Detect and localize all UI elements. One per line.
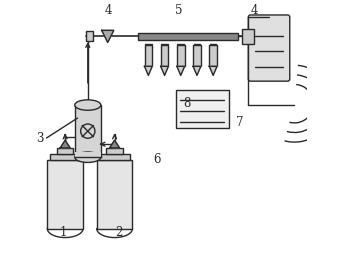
Circle shape: [81, 124, 95, 138]
Bar: [161, 45, 168, 66]
Text: 7: 7: [236, 116, 243, 129]
Bar: [75, 105, 101, 157]
Polygon shape: [144, 66, 152, 75]
Polygon shape: [102, 30, 114, 43]
Text: 4: 4: [251, 4, 258, 17]
Bar: [177, 45, 185, 66]
Bar: [193, 45, 201, 66]
Bar: [75, 152, 101, 157]
Bar: [47, 160, 83, 229]
Bar: [144, 45, 152, 66]
Ellipse shape: [75, 100, 101, 110]
Polygon shape: [161, 66, 168, 75]
Text: 5: 5: [175, 4, 183, 17]
Bar: [57, 148, 73, 154]
Bar: [50, 154, 80, 160]
Bar: [209, 45, 217, 66]
Polygon shape: [109, 140, 120, 148]
Polygon shape: [209, 66, 217, 75]
Text: 8: 8: [184, 97, 191, 110]
Text: 6: 6: [153, 153, 161, 166]
Bar: [176, 90, 228, 128]
Bar: [99, 154, 130, 160]
Bar: [97, 160, 133, 229]
Polygon shape: [177, 66, 185, 75]
Polygon shape: [193, 66, 201, 75]
Ellipse shape: [75, 152, 101, 163]
Bar: [86, 31, 94, 41]
Bar: [106, 148, 123, 154]
Text: 3: 3: [36, 131, 44, 145]
Text: 1: 1: [60, 226, 67, 239]
Bar: [242, 29, 254, 44]
Polygon shape: [60, 140, 70, 148]
FancyBboxPatch shape: [248, 15, 290, 81]
Text: 4: 4: [105, 4, 112, 17]
Bar: [138, 33, 238, 40]
Text: 2: 2: [115, 226, 122, 239]
